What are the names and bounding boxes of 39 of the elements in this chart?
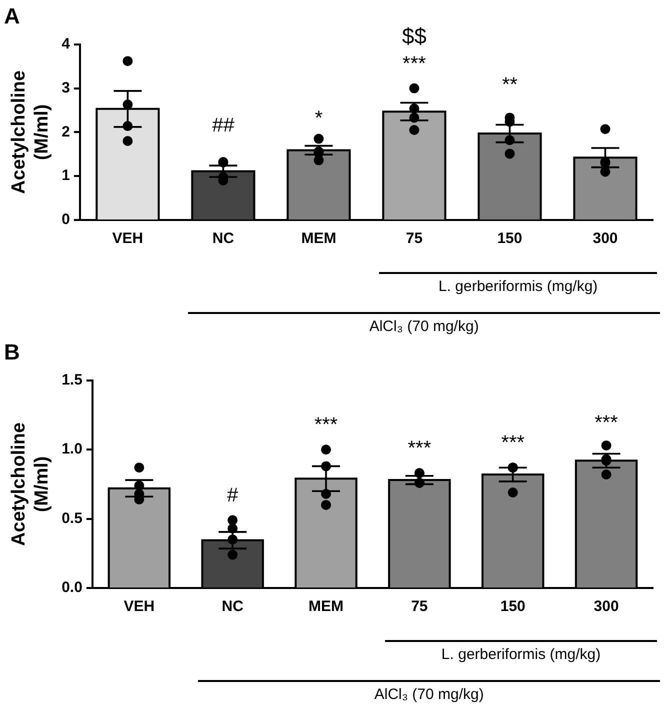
chart-title: A: [4, 3, 20, 28]
annotation: *: [314, 107, 323, 130]
x-tick-label: 75: [411, 598, 428, 616]
y-tick-label: 3: [62, 79, 70, 96]
x-tick-label: 150: [497, 230, 522, 248]
y-tick-label: 0.0: [62, 579, 82, 596]
annotation: ***: [501, 432, 525, 454]
annotation: #: [227, 484, 240, 507]
text: L. gerberiformis (mg/kg): [438, 278, 598, 295]
annotation: **: [502, 74, 518, 96]
annotation: ##: [212, 114, 236, 137]
x-tick-label: 300: [594, 598, 619, 616]
y-tick-label: 0.5: [62, 510, 82, 527]
y-tick-label: 4: [62, 36, 71, 53]
y-tick-label: 1.0: [62, 440, 82, 458]
x-tick-label: VEH: [124, 598, 155, 616]
annotation: $$: [402, 23, 426, 48]
text: L. gerberiformis (mg/kg): [441, 646, 601, 663]
text: AlCl₃ (70 mg/kg): [369, 318, 479, 335]
annotation: ***: [594, 412, 618, 434]
x-tick-label: 75: [406, 230, 423, 248]
annotation: ***: [402, 52, 426, 75]
y-tick-label: 1.5: [62, 372, 82, 389]
y-axis-title: Acetylcholine (M/ml): [8, 422, 52, 546]
annotation: ***: [314, 414, 338, 436]
x-tick-label: NC: [212, 230, 234, 248]
y-tick-label: 0: [62, 211, 70, 228]
text: AlCl₃ (70 mg/kg): [374, 686, 484, 703]
y-axis-title: Acetylcholine (M/ml): [8, 70, 52, 194]
x-tick-label: VEH: [112, 230, 144, 248]
x-tick-label: NC: [222, 598, 244, 616]
chart-title: B: [4, 339, 20, 364]
x-tick-label: MEM: [301, 230, 336, 248]
x-tick-label: 150: [500, 598, 526, 616]
y-tick-label: 2: [62, 123, 70, 140]
x-tick-label: MEM: [308, 598, 344, 616]
annotation: ***: [408, 438, 432, 460]
x-tick-label: 300: [592, 230, 618, 248]
y-tick-label: 1: [62, 167, 70, 184]
